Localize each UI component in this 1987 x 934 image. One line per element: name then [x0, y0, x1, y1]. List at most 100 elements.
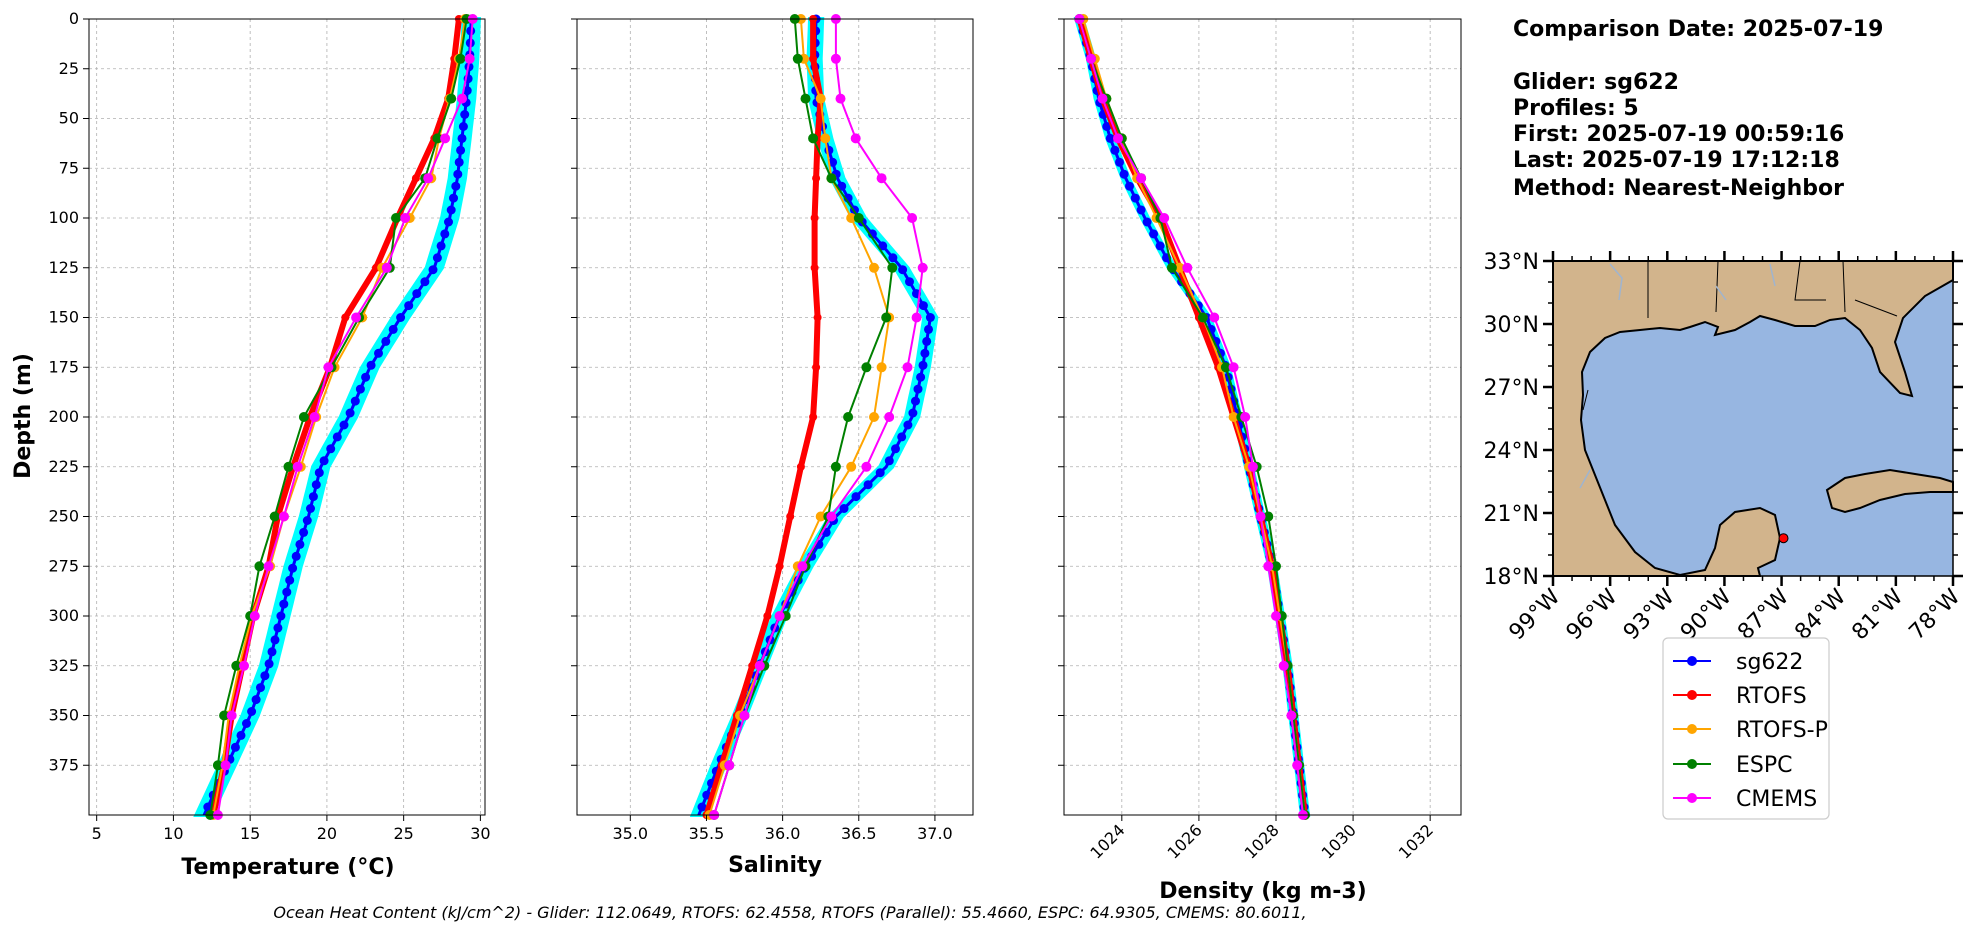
- data-point-sg622: [236, 730, 246, 740]
- data-point: [1255, 511, 1266, 522]
- data-point: [1292, 760, 1303, 771]
- x-tick-label: 36.0: [765, 824, 801, 843]
- data-point-sg622: [276, 611, 286, 621]
- data-point: [835, 93, 846, 104]
- series-line: [209, 18, 468, 816]
- data-point: [391, 213, 401, 223]
- ohc-footer: Ocean Heat Content (kJ/cm^2) - Glider: 1…: [273, 903, 1306, 922]
- data-point-sg622: [1136, 205, 1146, 215]
- data-point-sg622: [270, 635, 280, 645]
- data-point-sg622: [1105, 133, 1115, 143]
- data-point: [861, 362, 872, 373]
- data-point-sg622: [908, 408, 918, 418]
- data-point: [1086, 53, 1096, 64]
- y-tick-label: 25: [59, 59, 79, 78]
- data-point-sg622: [444, 217, 453, 227]
- legend-label: CMEMS: [1736, 787, 1817, 812]
- y-tick-label: 275: [48, 556, 79, 575]
- data-point: [1197, 312, 1208, 323]
- data-point-sg622: [230, 742, 240, 752]
- map-lon-label: 96°W: [1562, 584, 1623, 645]
- data-point-sg622: [412, 289, 422, 299]
- plot-area: 1024 1026 1028 1030 1032: [1058, 14, 1462, 863]
- y-tick-label: 50: [59, 109, 79, 128]
- data-point-sg622: [242, 719, 251, 728]
- info-line: Profiles: 5: [1513, 96, 1639, 121]
- data-point-sg622: [898, 265, 908, 275]
- data-point-sg622: [374, 348, 383, 358]
- depth-ylabel: Depth (m): [11, 353, 36, 479]
- map-lat-label: 27°N: [1484, 376, 1539, 401]
- data-point-sg622: [264, 659, 274, 669]
- data-point: [850, 133, 861, 144]
- series-cmems: [709, 14, 928, 820]
- data-point-sg622: [396, 313, 406, 322]
- data-point: [263, 561, 274, 572]
- y-tick-label: 175: [48, 357, 79, 376]
- data-point: [278, 511, 289, 522]
- data-point-sg622: [905, 277, 914, 287]
- data-point: [1278, 660, 1289, 671]
- data-point: [797, 561, 808, 572]
- series-line: [713, 18, 894, 816]
- data-point: [1263, 561, 1274, 572]
- data-point: [815, 93, 826, 104]
- data-point: [423, 173, 434, 184]
- legend-label: RTOFS-P: [1736, 718, 1828, 743]
- data-point-sg622: [299, 527, 309, 537]
- glider-position-marker: [1778, 533, 1789, 544]
- data-point: [1159, 213, 1170, 223]
- data-point-sg622: [285, 575, 295, 585]
- data-point: [298, 412, 309, 422]
- info-line: First: 2025-07-19 00:59:16: [1513, 122, 1844, 147]
- data-point-sg622: [355, 384, 365, 394]
- data-point-sg622: [302, 516, 312, 525]
- data-point-sg622: [381, 336, 391, 346]
- data-point: [400, 213, 411, 223]
- data-point-sg622: [332, 432, 342, 442]
- data-point: [748, 661, 757, 670]
- data-point: [446, 93, 457, 104]
- data-point: [1174, 262, 1185, 273]
- y-tick-label: 350: [48, 706, 79, 725]
- data-point: [792, 53, 803, 64]
- x-tick-label: 37.0: [917, 824, 953, 843]
- data-point-sg622: [878, 241, 888, 251]
- data-point-sg622: [1125, 181, 1134, 191]
- data-point: [1220, 362, 1231, 373]
- data-point-sg622: [460, 110, 470, 119]
- data-point: [254, 561, 265, 572]
- data-point: [249, 611, 260, 621]
- data-point: [907, 213, 918, 223]
- x-tick-label: 36.5: [841, 824, 877, 843]
- data-point: [813, 313, 822, 322]
- data-point-sg622: [922, 336, 932, 346]
- data-point-sg622: [897, 432, 907, 442]
- data-point: [861, 461, 872, 472]
- data-point-sg622: [436, 241, 446, 251]
- data-point: [820, 133, 831, 144]
- data-point-sg622: [404, 301, 414, 311]
- data-point-sg622: [251, 695, 261, 705]
- legend-label: sg622: [1736, 650, 1803, 675]
- y-tick-label: 325: [48, 656, 79, 675]
- y-tick-label: 75: [59, 158, 79, 177]
- data-point-sg622: [457, 133, 467, 143]
- data-point: [812, 363, 821, 372]
- data-point-sg622: [267, 647, 277, 657]
- data-point: [1209, 312, 1220, 323]
- map-lon-label: 90°W: [1676, 584, 1737, 645]
- data-point: [1182, 262, 1193, 273]
- data-point: [457, 93, 467, 104]
- density-panel: 1024 1026 1028 1030 1032 Density (kg m-3): [1058, 14, 1462, 904]
- legend-label: RTOFS: [1736, 684, 1807, 709]
- data-point: [381, 262, 392, 273]
- x-tick-label: 10: [163, 824, 183, 843]
- legend-entry-sg622: sg622: [1673, 650, 1803, 675]
- data-point: [876, 173, 887, 184]
- data-point: [881, 312, 892, 323]
- data-point: [351, 312, 362, 323]
- data-point: [220, 760, 231, 771]
- data-point: [309, 412, 320, 422]
- legend: sg622 RTOFS RTOFS-P ESPC CMEMS: [1662, 637, 1830, 820]
